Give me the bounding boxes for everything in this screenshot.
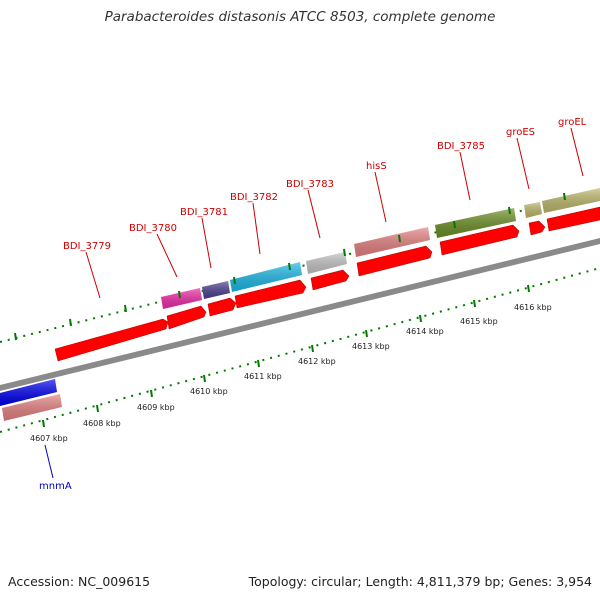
kbp-label-4607: 4607 kbp <box>30 434 68 443</box>
kbp-label-4609: 4609 kbp <box>137 403 175 412</box>
kbp-label-4610: 4610 kbp <box>190 387 228 396</box>
kbp-labels: 4607 kbp 4608 kbp 4609 kbp 4610 kbp 4611… <box>30 303 552 443</box>
cds-arrow <box>439 224 520 256</box>
cds-track <box>54 206 600 362</box>
cds-arrow <box>207 297 237 317</box>
gene-label-hisS: hisS <box>366 161 387 172</box>
cds-arrow <box>234 279 307 309</box>
kbp-label-4611: 4611 kbp <box>244 372 282 381</box>
gene-label-BDI_3779: BDI_3779 <box>63 241 111 252</box>
kbp-label-4616: 4616 kbp <box>514 303 552 312</box>
kbp-label-4613: 4613 kbp <box>352 342 390 351</box>
gene-label-BDI_3785: BDI_3785 <box>437 141 485 152</box>
upper-major-ticks <box>14 192 566 341</box>
genome-backbone <box>0 238 600 391</box>
cds-arrow <box>54 318 169 362</box>
kbp-label-4614: 4614 kbp <box>406 327 444 336</box>
kbp-label-4612: 4612 kbp <box>298 357 336 366</box>
accession-text: Accession: NC_009615 <box>8 574 151 589</box>
kbp-label-4608: 4608 kbp <box>83 419 121 428</box>
cds-arrow <box>546 206 600 232</box>
leader-lines <box>44 127 584 479</box>
gene-label-BDI_3780: BDI_3780 <box>129 223 177 234</box>
gene-label-BDI_3782: BDI_3782 <box>230 192 278 203</box>
gene-label-groEL: groEL <box>558 117 587 128</box>
cds-arrow <box>528 220 546 236</box>
gene-label-mnmA: mnmA <box>39 481 72 492</box>
cds-arrow <box>310 269 350 291</box>
gene-label-BDI_3781: BDI_3781 <box>180 207 228 218</box>
kbp-label-4615: 4615 kbp <box>460 317 498 326</box>
cds-arrow <box>166 305 207 330</box>
lower-major-ticks <box>42 284 530 428</box>
map-title: Parabacteroides distasonis ATCC 8503, co… <box>104 9 496 25</box>
gene-label-groES: groES <box>506 127 535 138</box>
feature-track <box>0 188 600 421</box>
gene-labels: mnmA BDI_3779 BDI_3780 BDI_3781 BDI_3782… <box>39 117 587 492</box>
cds-arrow <box>356 245 433 277</box>
genome-summary-text: Topology: circular; Length: 4,811,379 bp… <box>248 574 592 589</box>
gene-label-BDI_3783: BDI_3783 <box>286 179 334 190</box>
